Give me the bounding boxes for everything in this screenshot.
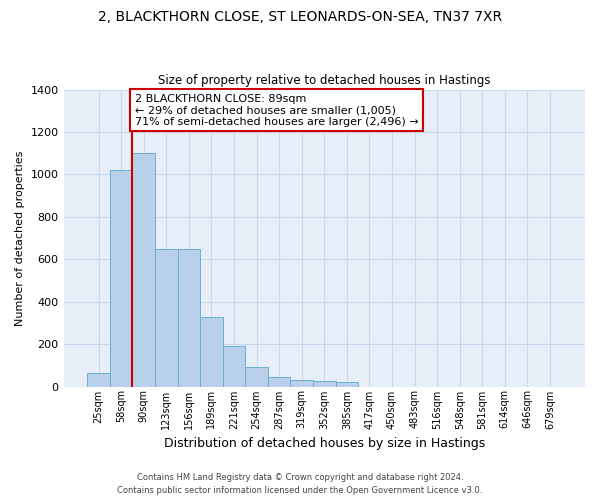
Bar — [200, 316, 223, 386]
Bar — [223, 346, 245, 387]
Bar — [335, 382, 358, 386]
Y-axis label: Number of detached properties: Number of detached properties — [15, 150, 25, 326]
Text: 2, BLACKTHORN CLOSE, ST LEONARDS-ON-SEA, TN37 7XR: 2, BLACKTHORN CLOSE, ST LEONARDS-ON-SEA,… — [98, 10, 502, 24]
Text: Contains HM Land Registry data © Crown copyright and database right 2024.
Contai: Contains HM Land Registry data © Crown c… — [118, 474, 482, 495]
Bar — [87, 372, 110, 386]
Bar — [245, 368, 268, 386]
X-axis label: Distribution of detached houses by size in Hastings: Distribution of detached houses by size … — [164, 437, 485, 450]
Bar — [268, 376, 290, 386]
Title: Size of property relative to detached houses in Hastings: Size of property relative to detached ho… — [158, 74, 491, 87]
Bar — [155, 248, 178, 386]
Bar — [313, 381, 335, 386]
Bar — [178, 248, 200, 386]
Bar — [110, 170, 133, 386]
Bar — [133, 153, 155, 386]
Bar — [290, 380, 313, 386]
Text: 2 BLACKTHORN CLOSE: 89sqm
← 29% of detached houses are smaller (1,005)
71% of se: 2 BLACKTHORN CLOSE: 89sqm ← 29% of detac… — [134, 94, 418, 127]
